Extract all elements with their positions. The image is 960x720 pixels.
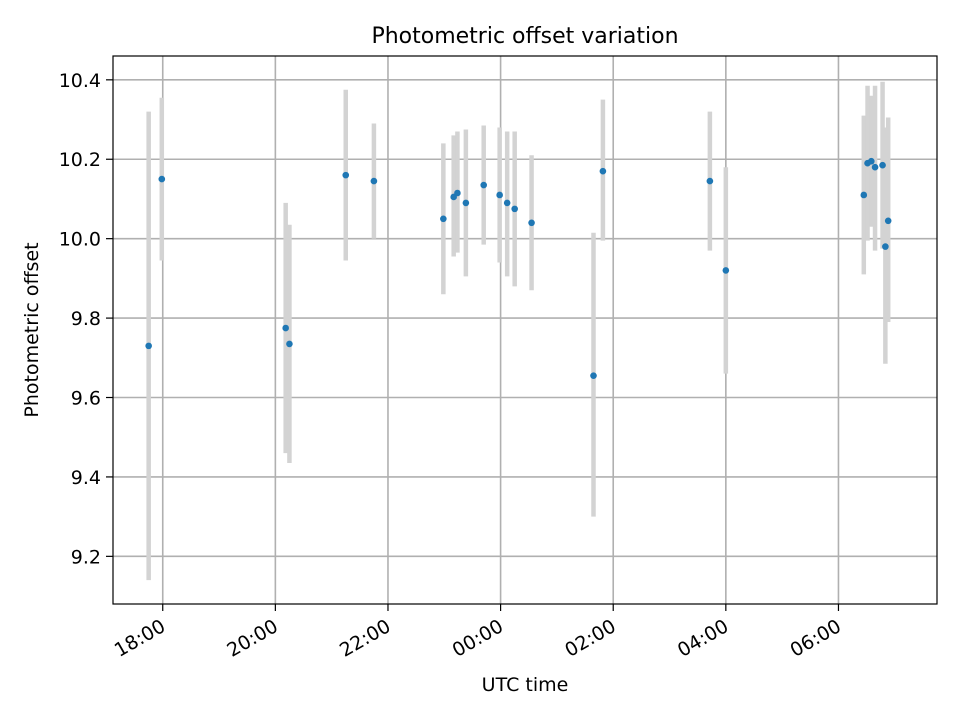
data-point	[879, 161, 886, 169]
data-point	[370, 177, 378, 185]
data-point	[722, 267, 730, 274]
data-point	[599, 167, 607, 175]
data-point	[145, 342, 152, 350]
data-point	[528, 219, 535, 227]
data-point	[882, 243, 889, 250]
x-axis-label: UTC time	[482, 674, 569, 696]
chart-title: Photometric offset variation	[371, 24, 678, 49]
y-tick-label: 10.0	[59, 229, 101, 251]
y-tick-label: 9.8	[71, 308, 101, 330]
data-point	[286, 340, 293, 348]
data-point	[868, 157, 875, 165]
data-point	[706, 177, 714, 185]
data-point	[860, 191, 868, 199]
axes-frame	[112, 55, 938, 605]
data-point	[454, 189, 461, 197]
data-point	[342, 171, 350, 179]
y-tick-label: 9.4	[71, 467, 101, 489]
data-point	[884, 217, 892, 225]
data-point	[462, 199, 470, 207]
data-point	[440, 215, 447, 223]
data-point	[282, 324, 289, 332]
data-point	[590, 372, 597, 379]
y-tick-label: 9.2	[71, 546, 101, 568]
data-point	[480, 181, 488, 189]
y-axis-label: Photometric offset	[21, 242, 43, 417]
data-point	[503, 199, 511, 207]
y-tick-label: 10.2	[59, 149, 101, 171]
data-point	[158, 175, 166, 183]
y-tick-label: 9.6	[71, 388, 101, 410]
y-tick-label: 10.4	[59, 70, 101, 92]
point-layer	[145, 157, 892, 379]
data-point	[496, 191, 503, 199]
data-point	[871, 163, 879, 171]
data-point	[511, 205, 518, 213]
